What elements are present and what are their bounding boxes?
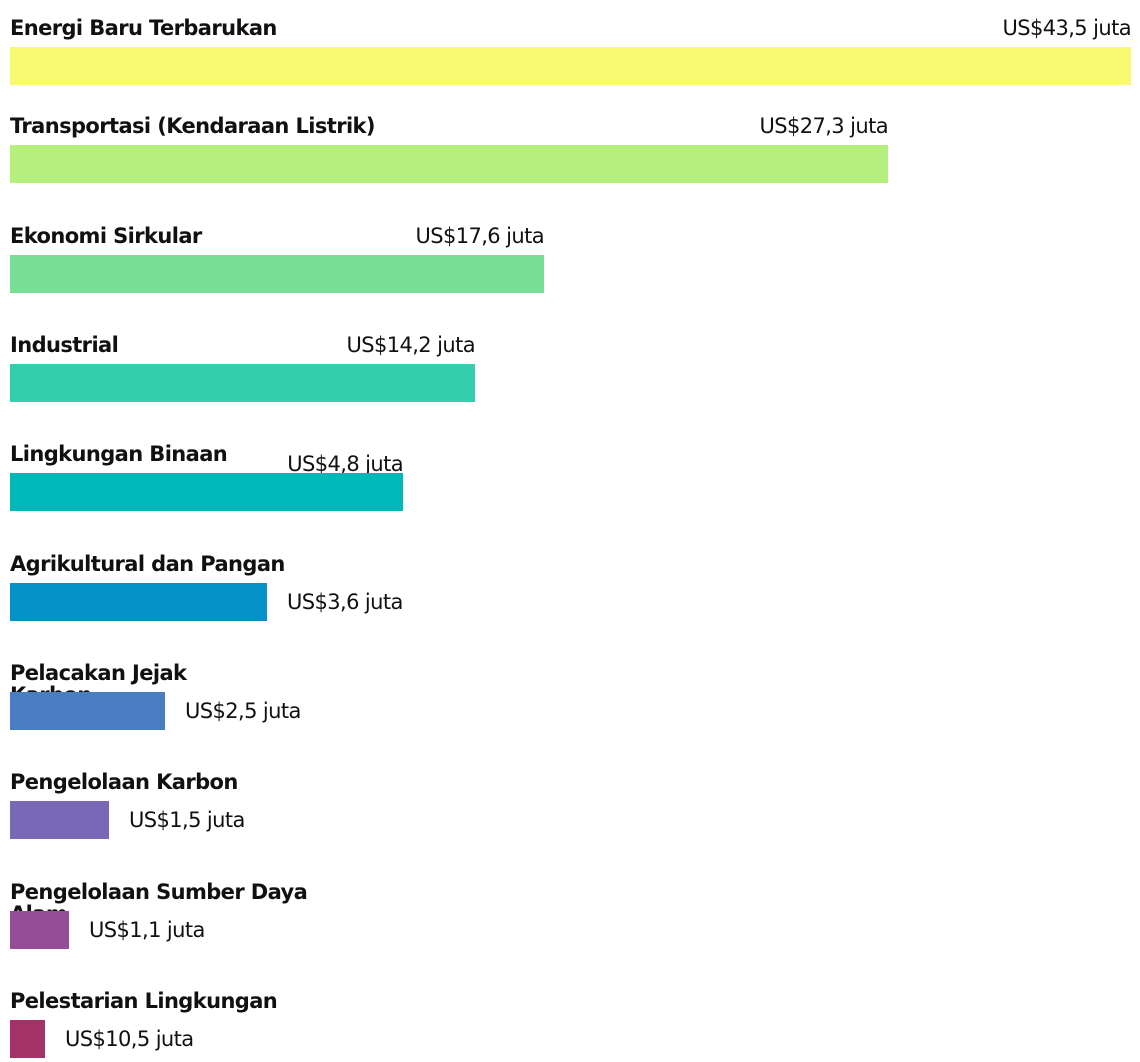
bar bbox=[10, 801, 109, 839]
bar-row: Pelestarian Lingkungan US$10,5 juta bbox=[10, 982, 1135, 1062]
bar-row: Pengelolaan Karbon US$1,5 juta bbox=[10, 763, 1135, 843]
bar-row: Industrial US$14,2 juta bbox=[10, 326, 1135, 406]
bar-row: Lingkungan Binaan US$4,8 juta bbox=[10, 435, 1135, 515]
bar bbox=[10, 583, 267, 621]
category-label: Agrikultural dan Pangan bbox=[10, 552, 285, 576]
amount-label: US$27,3 juta bbox=[759, 114, 888, 138]
bar bbox=[10, 255, 544, 293]
amount-label: US$10,5 juta bbox=[65, 1027, 194, 1051]
category-label: Industrial bbox=[10, 333, 119, 357]
bar-row: Transportasi (Kendaraan Listrik) US$27,3 … bbox=[10, 107, 1135, 187]
category-label: Lingkungan Binaan bbox=[10, 442, 228, 466]
amount-label: US$1,5 juta bbox=[129, 808, 245, 832]
amount-label: US$2,5 juta bbox=[185, 699, 301, 723]
bar bbox=[10, 1020, 45, 1058]
amount-label: US$1,1 juta bbox=[89, 918, 205, 942]
amount-label: US$17,6 juta bbox=[415, 224, 544, 248]
bar bbox=[10, 911, 69, 949]
category-label: Transportasi (Kendaraan Listrik) bbox=[10, 114, 376, 138]
amount-label: US$14,2 juta bbox=[346, 333, 475, 357]
amount-label: US$3,6 juta bbox=[287, 590, 403, 614]
category-label: Energi Baru Terbarukan bbox=[10, 16, 277, 40]
bar-row: Energi Baru Terbarukan US$43,5 juta bbox=[10, 9, 1135, 89]
bar bbox=[10, 145, 888, 183]
bar bbox=[10, 473, 403, 511]
bar-row: Agrikultural dan Pangan US$3,6 juta bbox=[10, 545, 1135, 625]
bar-row: Pengelolaan Sumber Daya AlamUS$1,1 juta bbox=[10, 873, 1135, 953]
amount-label: US$4,8 juta bbox=[287, 452, 403, 476]
bar bbox=[10, 47, 1131, 85]
bar bbox=[10, 692, 165, 730]
category-label: Pengelolaan Karbon bbox=[10, 770, 238, 794]
category-label: Pelestarian Lingkungan bbox=[10, 989, 278, 1013]
category-label: Ekonomi Sirkular bbox=[10, 224, 202, 248]
bar-row: Ekonomi Sirkular US$17,6 juta bbox=[10, 217, 1135, 297]
bar bbox=[10, 364, 475, 402]
amount-label: US$43,5 juta bbox=[1002, 16, 1131, 40]
